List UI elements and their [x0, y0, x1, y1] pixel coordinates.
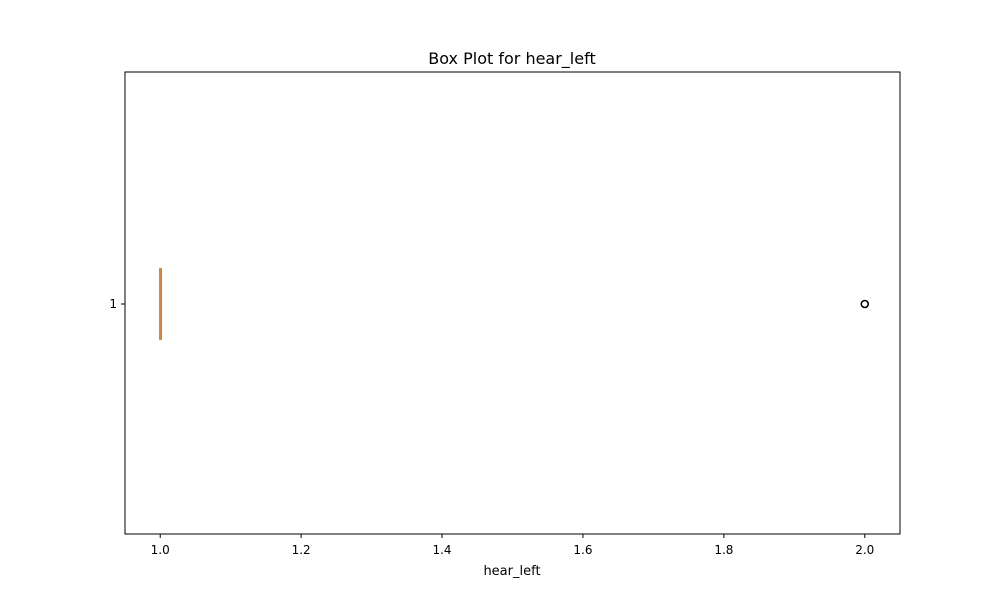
- chart-title: Box Plot for hear_left: [428, 49, 595, 69]
- x-tick-label: 1.8: [714, 543, 733, 557]
- y-axis-ticks: 1: [109, 297, 125, 311]
- plot-area-frame: [124, 71, 901, 535]
- x-tick-label: 1.4: [432, 543, 451, 557]
- plot-marks: [158, 267, 870, 341]
- x-tick-label: 1.2: [292, 543, 311, 557]
- y-tick-label: 1: [109, 297, 117, 311]
- x-tick-label: 1.6: [573, 543, 592, 557]
- x-axis-label: hear_left: [483, 564, 540, 579]
- outlier-point: [860, 299, 870, 309]
- x-axis-ticks: 1.0 1.2 1.4 1.6 1.8 2.0: [151, 534, 874, 557]
- x-tick-label: 1.0: [151, 543, 170, 557]
- x-tick-label: 2.0: [855, 543, 874, 557]
